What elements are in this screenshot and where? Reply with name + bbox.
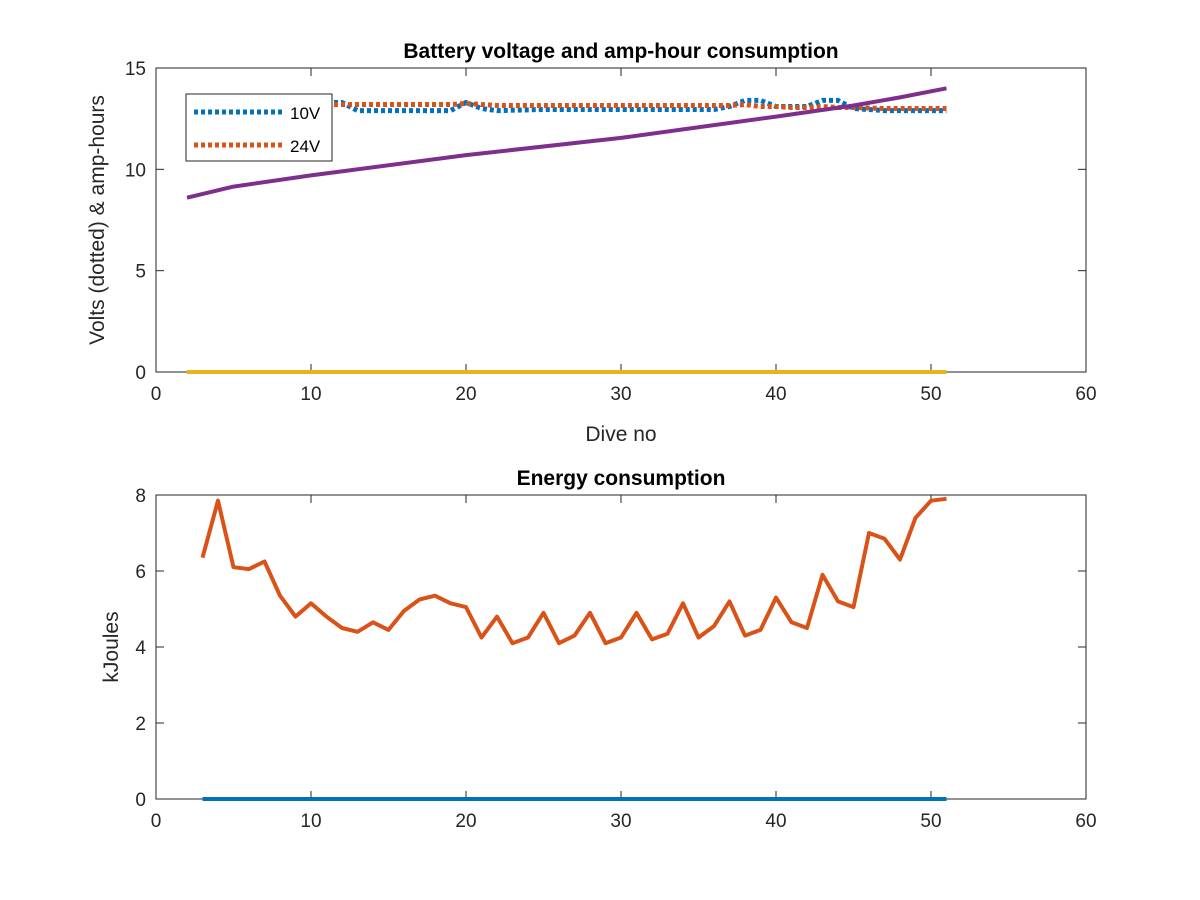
bottom-axes: Energy consumption kJoules 0 10 20 30 40 50 60… bbox=[100, 467, 1097, 832]
bottom-y-tick-label: 6 bbox=[135, 562, 146, 583]
bottom-x-tick-label: 60 bbox=[1075, 811, 1096, 832]
bottom-y-tick-label: 0 bbox=[135, 790, 146, 811]
bottom-y-tick-label: 2 bbox=[135, 714, 146, 735]
top-y-axis-label: Volts (dotted) & amp-hours bbox=[86, 95, 109, 345]
top-x-tick-label: 40 bbox=[765, 384, 786, 405]
top-x-tick-label: 0 bbox=[151, 384, 162, 405]
top-x-tick-label: 20 bbox=[455, 384, 476, 405]
top-x-tick-label: 10 bbox=[300, 384, 321, 405]
bottom-x-tick-label: 0 bbox=[151, 811, 162, 832]
top-series-group bbox=[186, 86, 947, 374]
bottom-y-tick-label: 8 bbox=[135, 486, 146, 507]
bottom-axis-ticks: 0 10 20 30 40 50 60 0 2 4 6 8 bbox=[135, 486, 1096, 832]
legend-label-24v: 24V bbox=[290, 137, 321, 156]
bottom-plot-area bbox=[155, 494, 1087, 800]
top-chart-title: Battery voltage and amp-hour consumption bbox=[403, 40, 838, 63]
bottom-x-tick-label: 50 bbox=[920, 811, 941, 832]
bottom-series-line-1 bbox=[200, 496, 947, 646]
top-series-line-2 bbox=[186, 86, 947, 200]
top-x-tick-label: 60 bbox=[1075, 384, 1096, 405]
legend-label-10v: 10V bbox=[290, 104, 321, 123]
bottom-y-tick-label: 4 bbox=[135, 638, 146, 659]
top-axes: Battery voltage and amp-hour consumption… bbox=[86, 40, 1097, 446]
bottom-series-group bbox=[200, 496, 947, 801]
top-y-tick-label: 10 bbox=[125, 160, 146, 181]
top-x-tick-label: 30 bbox=[610, 384, 631, 405]
top-y-tick-label: 5 bbox=[135, 262, 146, 283]
bottom-x-tick-label: 10 bbox=[300, 811, 321, 832]
top-y-tick-label: 15 bbox=[125, 59, 146, 80]
bottom-x-tick-label: 40 bbox=[765, 811, 786, 832]
top-y-tick-label: 0 bbox=[135, 363, 146, 384]
bottom-x-tick-label: 30 bbox=[610, 811, 631, 832]
bottom-chart-title: Energy consumption bbox=[517, 467, 726, 490]
top-x-tick-label: 50 bbox=[920, 384, 941, 405]
bottom-y-axis-label: kJoules bbox=[100, 611, 123, 682]
top-legend: 10V 24V bbox=[185, 93, 333, 162]
top-axis-ticks: 0 10 20 30 40 50 60 0 5 10 15 bbox=[125, 59, 1097, 405]
legend-box bbox=[185, 93, 333, 162]
top-x-axis-label: Dive no bbox=[585, 423, 656, 446]
bottom-x-tick-label: 20 bbox=[455, 811, 476, 832]
